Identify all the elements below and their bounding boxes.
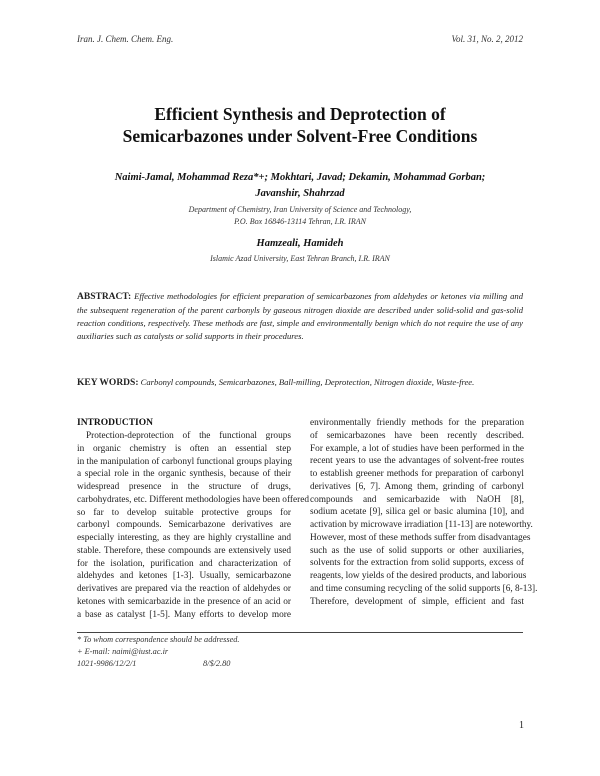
text-line: such as the use of solid supports or oth… (310, 545, 524, 556)
journal-name: Iran. J. Chem. Chem. Eng. (77, 34, 174, 44)
footnote-email: + E-mail: naimi@iust.ac.ir (77, 647, 169, 656)
keywords: KEY WORDS: Carbonyl compounds, Semicarba… (77, 376, 523, 390)
footnote-rule (77, 632, 523, 633)
text-line: carbohydrates, etc. Different methodolog… (77, 494, 309, 505)
abstract: ABSTRACT: Effective methodologies for ef… (77, 290, 523, 343)
abstract-label: ABSTRACT: (77, 292, 132, 302)
title-line-2: Semicarbazones under Solvent-Free Condit… (122, 126, 478, 146)
footnote-code: 1021-9986/12/2/1 (77, 659, 137, 668)
affiliation-1b: P.O. Box 16846-13114 Tehran, I.R. IRAN (234, 217, 366, 226)
text-line: recent years to use the advantages of so… (310, 456, 524, 467)
authors-line-1: Naimi-Jamal, Mohammad Reza*+; Mokhtari, … (114, 172, 486, 183)
author-2: Hamzeali, Hamideh (256, 238, 344, 249)
text-line: activation by microwave irradiation [11-… (310, 520, 533, 530)
volume-info: Vol. 31, No. 2, 2012 (451, 34, 523, 44)
text-line: and time consuming recycling of the soli… (310, 583, 538, 594)
introduction-heading: INTRODUCTION (77, 418, 154, 428)
text-line: environmentally friendly methods for the… (310, 418, 524, 428)
affiliation-2: Islamic Azad University, East Tehran Bra… (210, 254, 390, 263)
text-line: For example, a lot of studies have been … (310, 443, 524, 454)
text-line: However, most of these methods suffer fr… (310, 532, 531, 543)
footnote-correspondence: * To whom correspondence should be addre… (77, 635, 240, 644)
text-line: solvents for the extraction from solid s… (310, 558, 524, 569)
text-line: sodium acetate [9], silica gel or basic … (310, 507, 524, 518)
text-line: stable. Therefore, these compounds are e… (77, 545, 291, 556)
text-line: to establish greener methods for prepara… (310, 469, 524, 479)
left-column: Protection-deprotection of the functiona… (77, 430, 309, 621)
text-line: widespread presence in the structure of … (77, 482, 291, 492)
keywords-text: Carbonyl compounds, Semicarbazones, Ball… (140, 377, 475, 387)
right-column: environmentally friendly methods for the… (310, 417, 538, 608)
text-line: of semicarbazones have been recently des… (310, 430, 524, 441)
text-line: carbonyl compounds. Semicarbazone deriva… (77, 520, 291, 531)
text-line: derivatives are prepared via the reactio… (77, 584, 291, 594)
text-line: a special role in the organic synthesis,… (77, 469, 291, 480)
title-line-1: Efficient Synthesis and Deprotection of (154, 104, 446, 124)
text-line: in organic chemistry is often an essenti… (77, 443, 291, 454)
text-line: in the manipulation of carbonyl function… (77, 456, 293, 467)
text-line: reagents, low yields of the desired prod… (310, 571, 527, 581)
text-line: Therefore, development of simple, effici… (310, 596, 524, 607)
text-line: derivatives [6, 7]. Among them, grinding… (310, 481, 524, 492)
text-line: a base as catalyst [1-5]. Many efforts t… (77, 609, 291, 620)
text-line: so far to develop suitable protective gr… (77, 507, 291, 518)
page-number: 1 (519, 720, 524, 731)
text-line: ketones with semicarbazide in the presen… (77, 596, 291, 607)
affiliation-1a: Department of Chemistry, Iran University… (188, 205, 412, 214)
text-line: Protection-deprotection of the functiona… (86, 431, 291, 441)
text-line: for the isolation, purification and char… (77, 558, 291, 569)
text-line: especially interesting, as they are high… (77, 533, 291, 543)
keywords-label: KEY WORDS: (77, 378, 139, 388)
footnote-price: 8/$/2.80 (203, 659, 231, 668)
text-line: aldehydes and ketones [1-3]. Usually, se… (77, 571, 291, 582)
abstract-text: Effective methodologies for efficient pr… (77, 291, 523, 341)
text-line: compounds and semicarbazide with NaOH [8… (310, 494, 524, 505)
authors-line-2: Javanshir, Shahrzad (255, 188, 345, 199)
